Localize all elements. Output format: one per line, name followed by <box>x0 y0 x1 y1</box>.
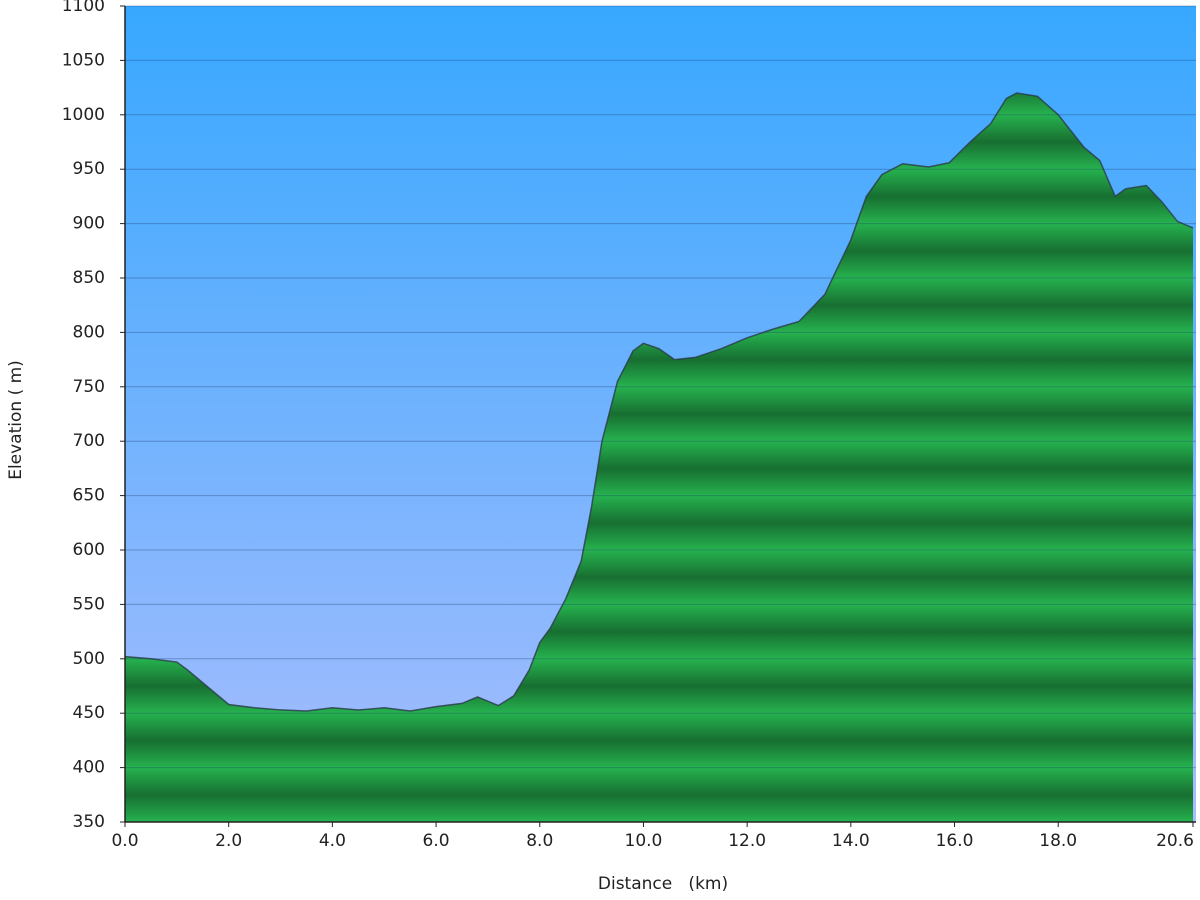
area <box>125 93 1193 823</box>
x-tick-label: 14.0 <box>832 831 870 851</box>
y-tick-label: 400 <box>73 758 105 778</box>
y-tick-label: 1000 <box>62 105 105 125</box>
y-tick-label: 500 <box>73 649 105 669</box>
x-tick-label: 16.0 <box>936 831 974 851</box>
elevation-line <box>124 92 1194 712</box>
y-tick-label: 650 <box>73 486 105 506</box>
x-tick-label: 10.0 <box>625 831 663 851</box>
y-axis-label: Elevation ( m) <box>6 360 26 480</box>
x-tick-label: 0.0 <box>111 831 138 851</box>
y-tick-label: 900 <box>73 214 105 234</box>
x-tick-label: 12.0 <box>728 831 766 851</box>
x-tick-label: 20.6 <box>1156 831 1194 851</box>
x-tick-label: 6.0 <box>423 831 450 851</box>
y-tick-label: 750 <box>73 377 105 397</box>
y-tick-label: 1050 <box>62 50 105 70</box>
y-tick-label: 350 <box>73 812 105 832</box>
x-tick-label: 2.0 <box>215 831 242 851</box>
y-tick-label: 850 <box>73 268 105 288</box>
y-tick-label: 550 <box>73 594 105 614</box>
y-tick-label: 600 <box>73 540 105 560</box>
x-axis-label: Distance (km) <box>598 874 728 894</box>
x-tick-label: 4.0 <box>319 831 346 851</box>
y-tick-label: 950 <box>73 159 105 179</box>
y-tick-label: 700 <box>73 431 105 451</box>
y-tick-label: 800 <box>73 322 105 342</box>
x-tick-label: 8.0 <box>526 831 553 851</box>
y-tick-label: 1100 <box>62 0 105 16</box>
x-tick-label: 18.0 <box>1039 831 1077 851</box>
y-tick-label: 450 <box>73 703 105 723</box>
